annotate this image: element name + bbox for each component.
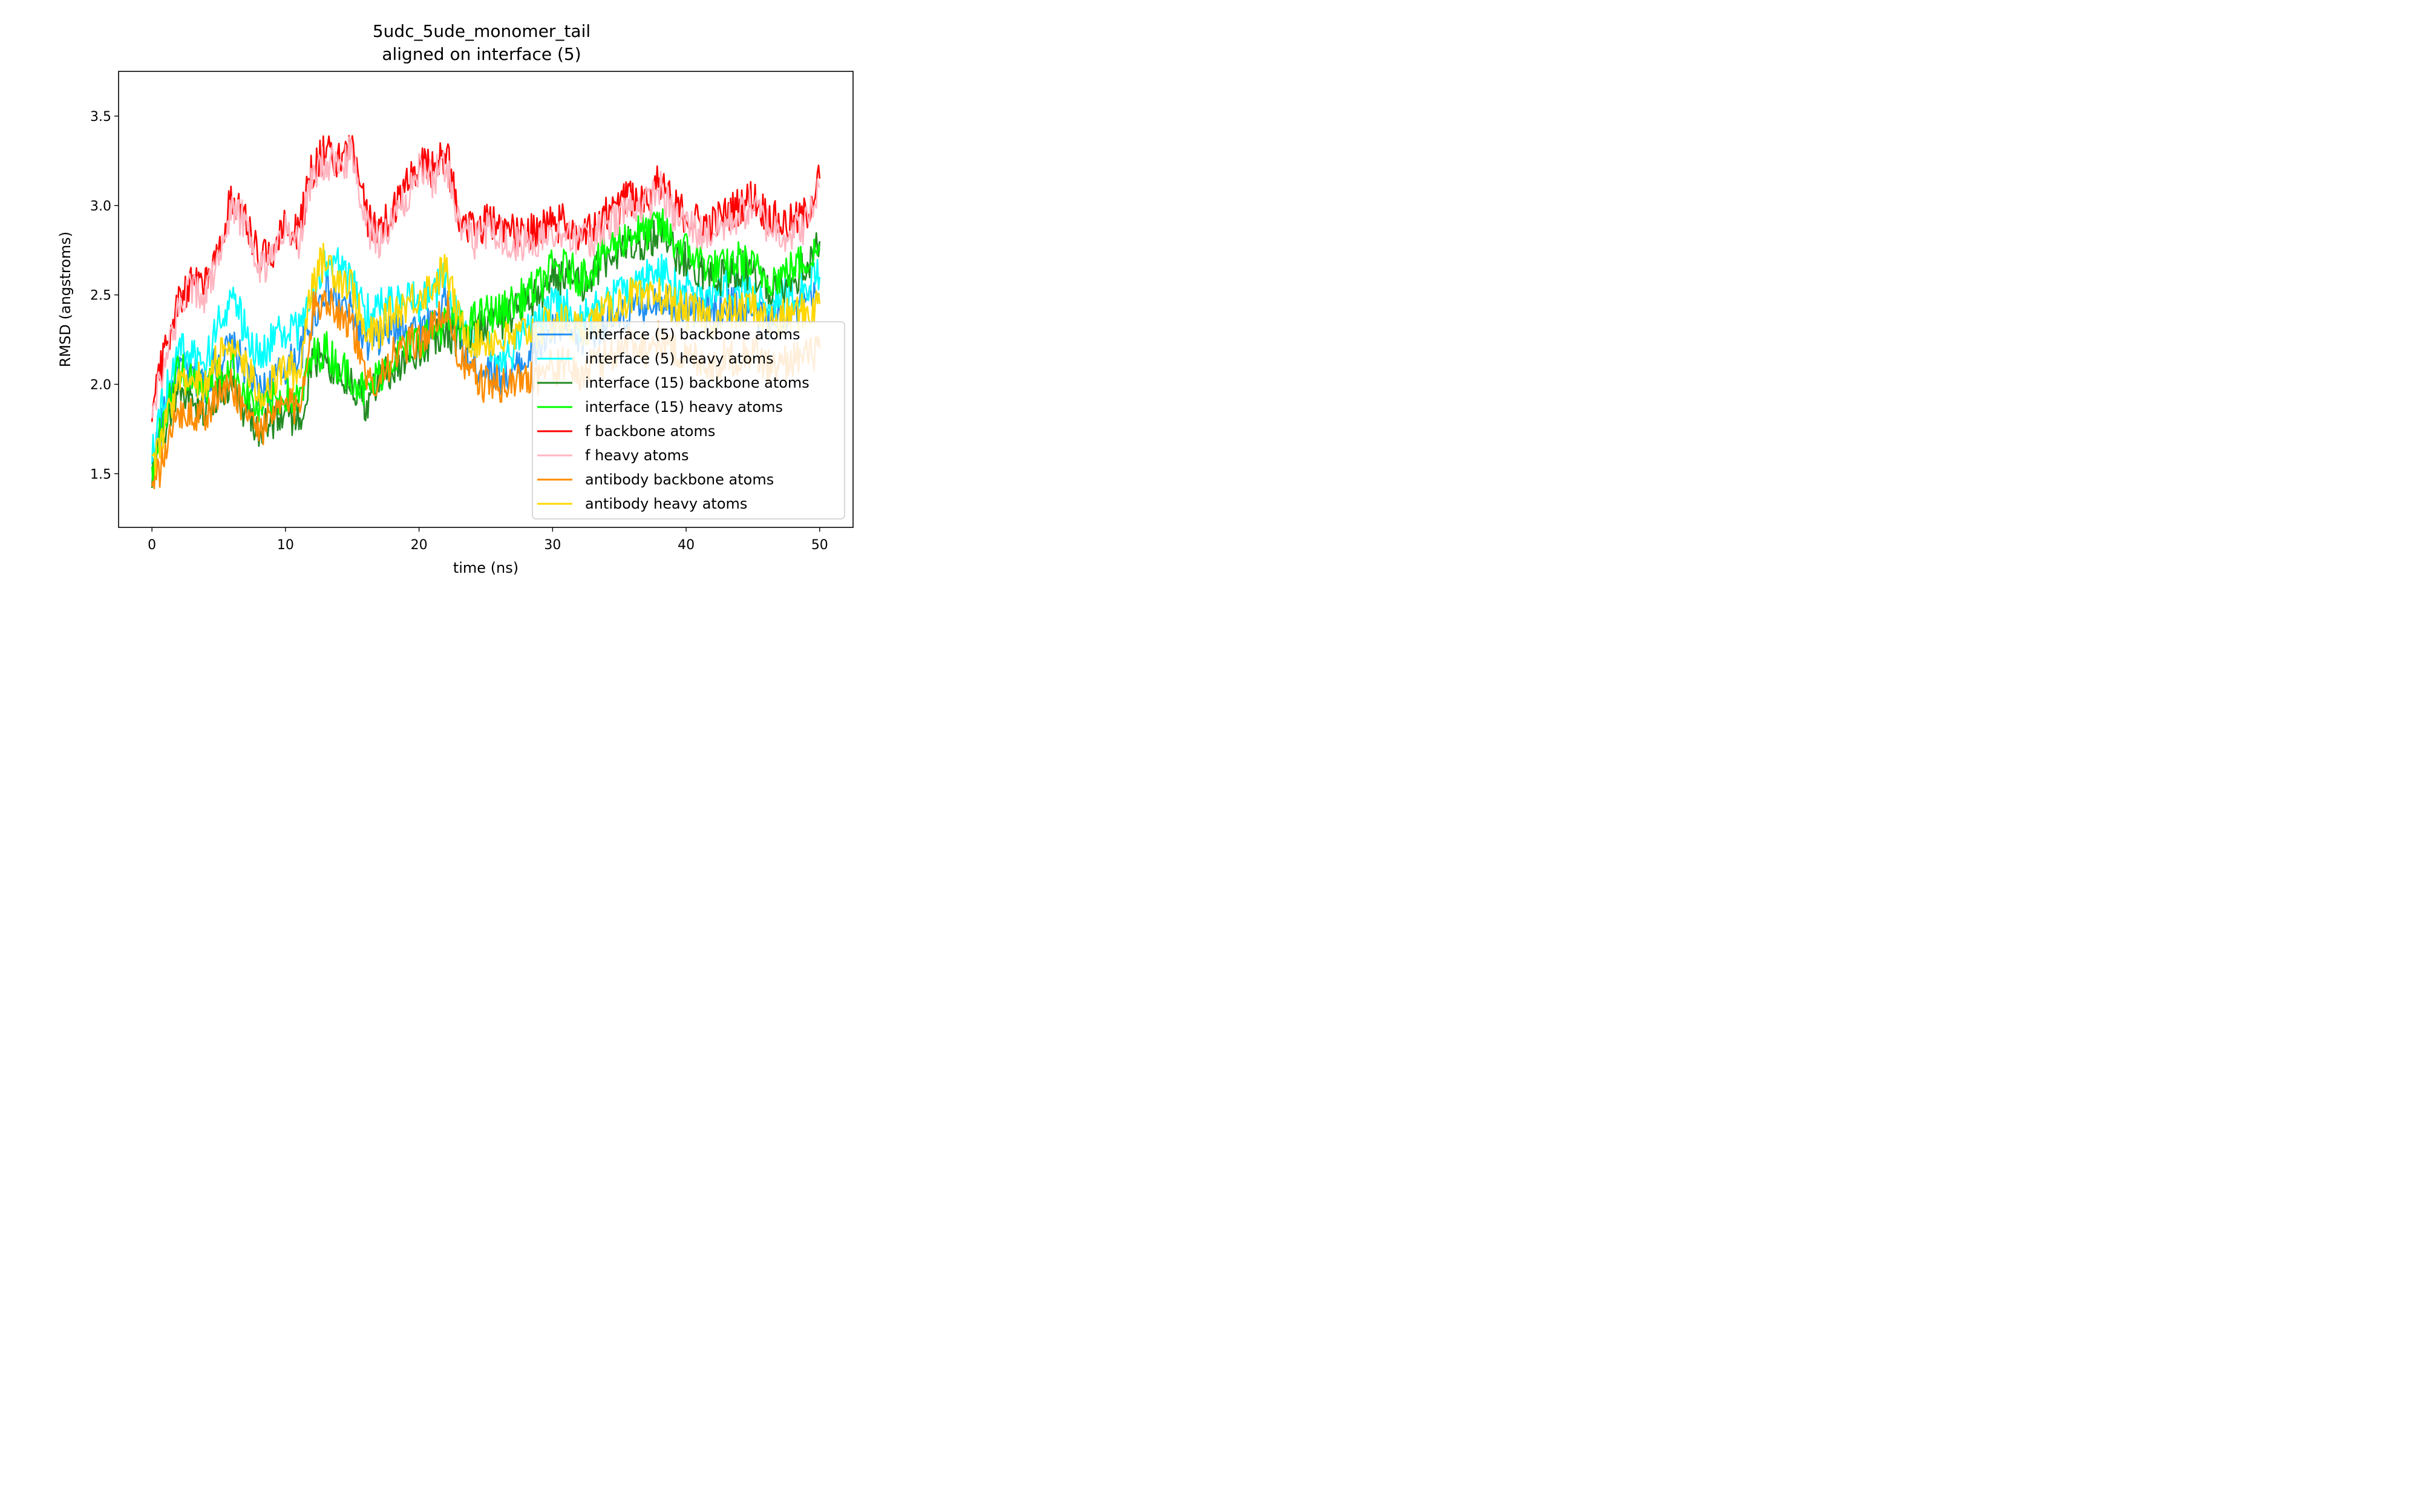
y-axis-ticks: 1.5 2.0 2.5 3.0 3.5: [90, 109, 119, 482]
legend-label: interface (5) backbone atoms: [585, 326, 800, 343]
legend: interface (5) backbone atoms interface (5…: [532, 321, 845, 520]
x-tick-label: 50: [811, 538, 828, 553]
legend-label: interface (15) heavy atoms: [585, 399, 783, 415]
x-tick-label: 20: [411, 538, 428, 553]
y-tick-label: 2.5: [90, 288, 111, 304]
y-axis-label: RMSD (angstroms): [57, 232, 74, 367]
legend-label: interface (5) heavy atoms: [585, 350, 774, 367]
x-tick-label: 40: [678, 538, 695, 553]
x-axis-ticks: 0 10 20 30 40 50: [148, 527, 828, 553]
x-tick-label: 30: [544, 538, 561, 553]
legend-label: f heavy atoms: [585, 447, 688, 464]
plot-frame: [118, 71, 854, 528]
y-tick-label: 3.0: [90, 199, 111, 214]
chart-title-line-2: aligned on interface (5): [382, 44, 581, 64]
x-tick-label: 0: [148, 538, 156, 553]
legend-label: antibody heavy atoms: [585, 495, 747, 512]
y-tick-label: 1.5: [90, 467, 111, 482]
series-line-5: [151, 136, 820, 419]
y-tick-label: 3.5: [90, 109, 111, 125]
rmsd-line-chart: 5udc_5ude_monomer_tail aligned on interf…: [0, 0, 935, 584]
legend-box: [532, 321, 845, 520]
y-tick-label: 2.0: [90, 377, 111, 393]
x-axis-label: time (ns): [453, 559, 518, 576]
legend-label: f backbone atoms: [585, 423, 715, 440]
x-tick-label: 10: [277, 538, 294, 553]
chart-figure: 5udc_5ude_monomer_tail aligned on interf…: [0, 0, 935, 584]
legend-label: antibody backbone atoms: [585, 471, 774, 488]
series-line-7: [151, 243, 821, 477]
legend-label: interface (15) backbone atoms: [585, 374, 809, 391]
chart-title-line-1: 5udc_5ude_monomer_tail: [373, 21, 590, 41]
